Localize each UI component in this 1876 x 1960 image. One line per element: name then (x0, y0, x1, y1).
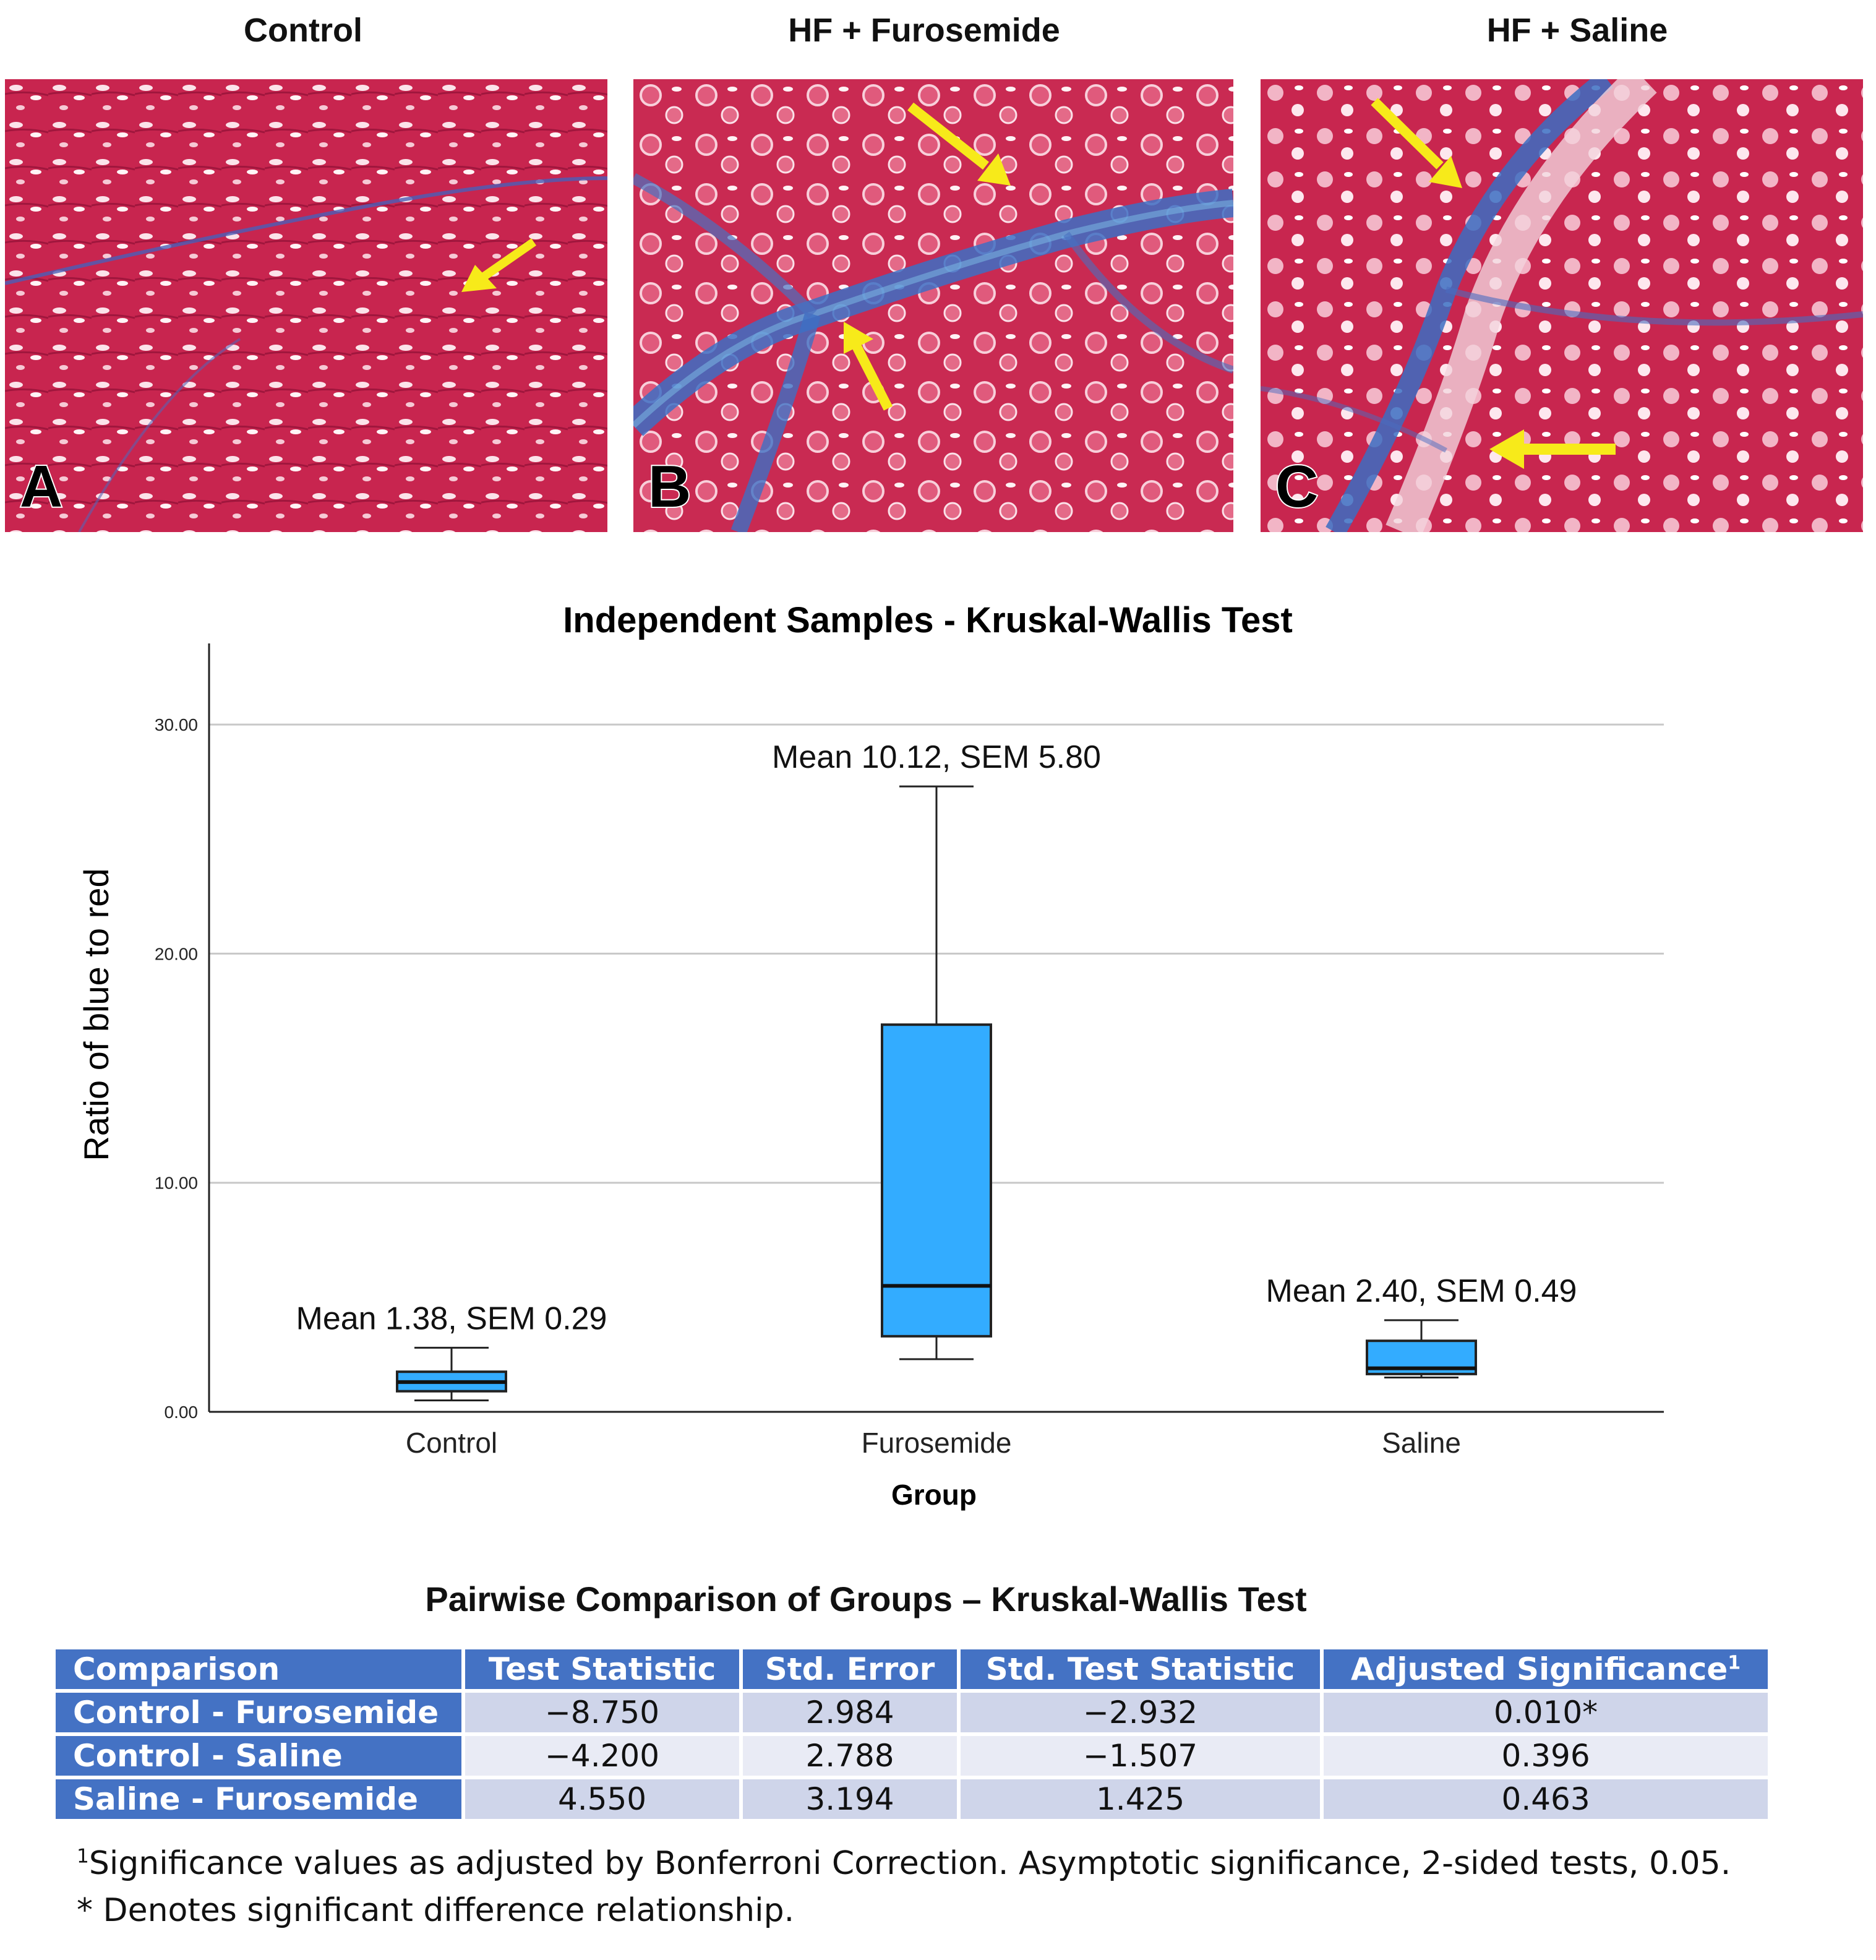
panel-letter-a: A (19, 452, 64, 521)
x-tick-label: Saline (1382, 1427, 1461, 1459)
col-header-test-statistic: Test Statistic (465, 1649, 740, 1689)
pairwise-comparison-table: Comparison Test Statistic Std. Error Std… (52, 1646, 1771, 1823)
box-furosemide: Mean 10.12, SEM 5.80 (772, 739, 1101, 1360)
footnote-significance: * Denotes significant difference relatio… (77, 1892, 795, 1929)
histology-image-saline (1261, 79, 1863, 532)
table-row: Control - Furosemide −8.750 2.984 −2.932… (56, 1693, 1768, 1732)
panel-title-saline: HF + Saline (1486, 12, 1668, 49)
cell-std-test-statistic: 1.425 (960, 1779, 1321, 1819)
histology-image-control (5, 79, 607, 532)
panel-title-furosemide: HF + Furosemide (788, 12, 1060, 49)
arrow-indicator (907, 102, 1011, 186)
col-header-std-error: Std. Error (743, 1649, 957, 1689)
boxplot-svg: Independent Samples - Kruskal-Wallis Tes… (77, 600, 1664, 1511)
cell-adjusted-significance: 0.010* (1324, 1693, 1768, 1732)
col-header-std-test-statistic: Std. Test Statistic (960, 1649, 1321, 1689)
y-tick-label: 20.00 (155, 944, 198, 963)
y-tick-label: 10.00 (155, 1174, 198, 1193)
y-tick-label: 0.00 (165, 1403, 199, 1422)
cell-test-statistic: 4.550 (465, 1779, 740, 1819)
row-label: Control - Furosemide (56, 1693, 461, 1732)
cell-test-statistic: −4.200 (465, 1736, 740, 1776)
arrow-indicator (1371, 98, 1462, 188)
boxplot-chart: Independent Samples - Kruskal-Wallis Tes… (0, 594, 1876, 1547)
cell-std-test-statistic: −2.932 (960, 1693, 1321, 1732)
histology-panel-c: C (1261, 79, 1863, 532)
table-header-row: Comparison Test Statistic Std. Error Std… (56, 1649, 1768, 1689)
mean-sem-annotation: Mean 2.40, SEM 0.49 (1266, 1273, 1577, 1309)
y-axis-title: Ratio of blue to red (77, 868, 116, 1161)
cell-std-error: 2.984 (743, 1693, 957, 1732)
iqr-box (881, 1023, 992, 1338)
axes: 0.00 10.00 20.00 30.00 Control Furosemide Sali… (155, 643, 1664, 1459)
cell-std-test-statistic: −1.507 (960, 1736, 1321, 1776)
arrow-indicator (1489, 429, 1616, 469)
row-label: Control - Saline (56, 1736, 461, 1776)
histology-panel-a: A (5, 79, 607, 532)
cell-std-error: 3.194 (743, 1779, 957, 1819)
boxes: Mean 1.38, SEM 0.29 Mean 10.12, SEM 5.80 M… (296, 739, 1577, 1401)
arrow-indicator (461, 238, 536, 292)
chart-title: Independent Samples - Kruskal-Wallis Tes… (563, 600, 1293, 640)
panel-letter-b: B (647, 452, 692, 521)
mean-sem-annotation: Mean 10.12, SEM 5.80 (772, 739, 1101, 775)
cell-test-statistic: −8.750 (465, 1693, 740, 1732)
histology-image-furosemide (633, 79, 1233, 532)
row-label: Saline - Furosemide (56, 1779, 461, 1819)
footnote-bonferroni: 1Significance values as adjusted by Bonf… (77, 1845, 1731, 1882)
x-tick-label: Furosemide (862, 1427, 1012, 1459)
box-control: Mean 1.38, SEM 0.29 (296, 1300, 607, 1401)
cell-adjusted-significance: 0.396 (1324, 1736, 1768, 1776)
cell-std-error: 2.788 (743, 1736, 957, 1776)
x-tick-label: Control (406, 1427, 497, 1459)
x-axis-title: Group (891, 1479, 977, 1511)
arrow-indicator (844, 322, 893, 411)
table-row: Control - Saline −4.200 2.788 −1.507 0.3… (56, 1736, 1768, 1776)
table-row: Saline - Furosemide 4.550 3.194 1.425 0.… (56, 1779, 1768, 1819)
table-title: Pairwise Comparison of Groups – Kruskal-… (425, 1580, 1307, 1618)
mean-sem-annotation: Mean 1.38, SEM 0.29 (296, 1300, 607, 1336)
col-header-adjusted-significance: Adjusted Significance1 (1324, 1649, 1768, 1689)
panel-letter-c: C (1274, 452, 1319, 521)
panel-title-control: Control (244, 12, 362, 49)
y-tick-label: 30.00 (155, 715, 198, 734)
box-saline: Mean 2.40, SEM 0.49 (1266, 1273, 1577, 1378)
col-header-comparison: Comparison (56, 1649, 461, 1689)
cell-adjusted-significance: 0.463 (1324, 1779, 1768, 1819)
histology-panel-b: B (633, 79, 1233, 532)
